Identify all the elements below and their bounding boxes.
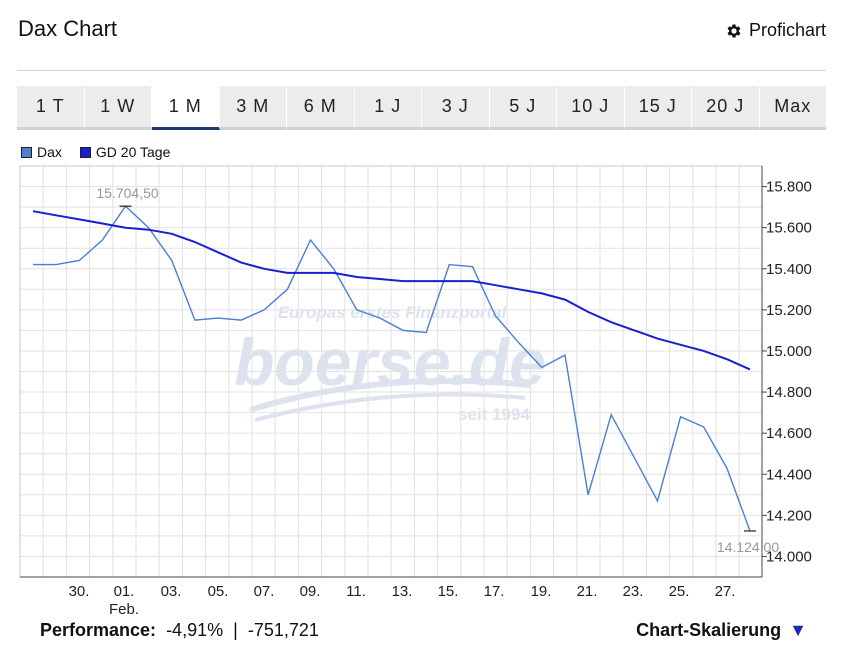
performance-label: Performance: (40, 620, 157, 640)
tab-10j[interactable]: 10 J (557, 86, 625, 130)
watermark-tagline: Europas erstes Finanzportal (278, 303, 508, 322)
y-tick-label: 15.200 (766, 302, 812, 319)
legend-swatch-dax (21, 146, 32, 158)
legend-label-dax: Dax (37, 144, 62, 160)
annotation-max: 15.704,50 (96, 185, 158, 201)
annotation-min: 14.124,00 (717, 539, 779, 555)
y-axis: 14.000 14.200 14.400 14.600 14.800 15.000 15.2… (761, 166, 812, 577)
x-tick-label: 25. (669, 583, 690, 600)
watermark-brand: boerse.de (234, 325, 546, 399)
tab-20j[interactable]: 20 J (692, 86, 760, 130)
tab-5j[interactable]: 5 J (489, 86, 557, 130)
tab-1m[interactable]: 1 M (152, 86, 220, 130)
x-tick-label: 11. (346, 583, 366, 600)
chart-annotations: 15.704,50 14.124,00 (96, 185, 779, 555)
legend-swatch-gd20 (79, 146, 91, 158)
performance-percent: -4,91% (166, 620, 224, 640)
plot-frame (19, 165, 763, 578)
chart-skalierung-button[interactable]: Chart-Skalierung ▼ (636, 620, 807, 641)
x-tick-label: 30. (69, 583, 90, 600)
boerse-watermark: Europas erstes Finanzportal boerse.de seit… (234, 303, 546, 424)
x-tick-label: 03. (161, 583, 182, 600)
triangle-down-icon: ▼ (789, 620, 807, 640)
profichart-button[interactable]: Profichart (725, 20, 826, 41)
y-tick-label: 14.200 (766, 507, 812, 524)
tab-1w[interactable]: 1 W (84, 86, 152, 130)
watermark-swoosh-2 (254, 392, 526, 422)
x-tick-label: 01. (114, 583, 135, 600)
x-tick-sublabel: Feb. (109, 601, 139, 618)
watermark-swoosh-1 (249, 377, 531, 413)
legend-item-gd20[interactable]: GD 20 Tage (79, 144, 171, 160)
chart-skalierung-label: Chart-Skalierung (636, 620, 782, 640)
header-divider (17, 70, 826, 71)
chart-legend: Dax GD 20 Tage (21, 144, 170, 160)
tab-15j[interactable]: 15 J (624, 86, 692, 130)
y-tick-label: 14.800 (766, 384, 812, 401)
x-tick-label: 05. (208, 583, 229, 600)
x-tick-label: 09. (300, 583, 321, 600)
x-tick-label: 21. (577, 583, 598, 600)
y-tick-label: 14.600 (766, 425, 812, 442)
x-tick-label: 19. (531, 583, 552, 600)
y-tick-label: 14.000 (766, 548, 812, 565)
watermark-since: seit 1994 (458, 405, 530, 424)
profichart-label: Profichart (748, 20, 826, 40)
chart-series (32, 205, 751, 532)
y-tick-label: 14.400 (766, 466, 812, 483)
x-tick-label: 15. (438, 583, 459, 600)
performance-points: -751,721 (247, 620, 319, 640)
y-tick-label: 15.000 (766, 343, 812, 360)
x-tick-label: 23. (623, 583, 644, 600)
x-tick-label: 17. (484, 583, 505, 600)
tab-max[interactable]: Max (759, 86, 826, 130)
gear-icon (727, 23, 741, 38)
x-tick-label: 27. (715, 583, 736, 600)
legend-item-dax[interactable]: Dax (21, 144, 62, 160)
x-tick-label: 13. (392, 583, 413, 600)
dax-line (33, 205, 751, 532)
gd20-line (32, 210, 751, 371)
legend-label-gd20: GD 20 Tage (95, 144, 171, 160)
y-tick-label: 15.800 (766, 179, 812, 196)
tab-1j[interactable]: 1 J (354, 86, 422, 130)
y-tick-label: 15.400 (766, 261, 812, 278)
tab-6m[interactable]: 6 M (287, 86, 355, 130)
performance-separator: | (233, 620, 238, 640)
page-title: Dax Chart (18, 16, 118, 41)
performance-summary: Performance: -4,91% | -751,721 (40, 620, 319, 641)
x-tick-label: 07. (254, 583, 275, 600)
chart-grid (19, 165, 763, 578)
x-axis: 30. 01. 03. 05. 07. 09. 11. 13. 15. 17. 19. 21. 23. 2… (20, 576, 762, 618)
y-tick-label: 15.600 (766, 220, 812, 237)
tab-1t[interactable]: 1 T (17, 86, 85, 130)
tab-3j[interactable]: 3 J (422, 86, 490, 130)
tab-3m[interactable]: 3 M (219, 86, 287, 130)
